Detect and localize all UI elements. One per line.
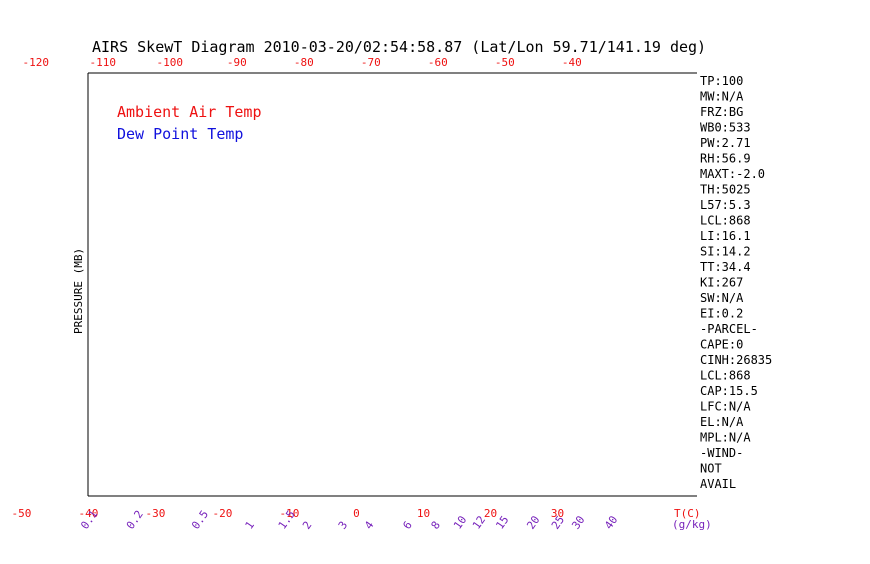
index-item: AVAIL [700,477,736,491]
bottom-temp-tick-label: 10 [417,507,430,520]
y-axis-label: PRESSURE (MB) [72,248,85,334]
chart-title: AIRS SkewT Diagram 2010-03-20/02:54:58.8… [92,38,706,56]
index-item: MPL:N/A [700,431,751,445]
bottom-temp-tick-label: 20 [484,507,497,520]
index-item: EI:0.2 [700,307,743,321]
top-temp-tick-label: -120 [23,56,50,69]
mixing-ratio-tick-label: 20 [524,513,542,531]
index-item: MAXT:-2.0 [700,167,765,181]
index-item: SI:14.2 [700,245,751,259]
index-item: TH:5025 [700,183,751,197]
index-item: LCL:868 [700,214,751,228]
mixing-ratio-tick-label: 0.5 [189,508,211,532]
top-temp-tick-label: -100 [157,56,184,69]
mixing-ratio-tick-label: 40 [602,513,620,531]
top-temp-tick-label: -40 [562,56,582,69]
bottom-temp-tick-label: -30 [146,507,166,520]
index-item: TT:34.4 [700,260,751,274]
index-item: -PARCEL- [700,322,758,336]
mixing-ratio-tick-label: 12 [470,513,488,531]
x-axis-unit-label: T(C) [674,507,701,520]
mixing-ratio-tick-label: 30 [569,513,587,531]
index-item: KI:267 [700,276,743,290]
index-item: RH:56.9 [700,152,751,166]
plot-frame [87,72,697,497]
mixing-ratio-tick-label: 25 [549,513,567,531]
index-item: CAP:15.5 [700,384,758,398]
axis-labels: 1002003004005006007008009001000-120-110-… [12,56,621,532]
mixing-ratio-tick-label: 2 [300,519,314,532]
top-temp-tick-label: -110 [90,56,117,69]
index-item: TP:100 [700,74,743,88]
bottom-temp-tick-label: -40 [79,507,99,520]
bottom-temp-tick-label: 30 [551,507,564,520]
index-item: MW:N/A [700,90,744,104]
bottom-temp-tick-label: -10 [280,507,300,520]
mixing-ratio-tick-label: 6 [400,519,414,532]
index-item: CAPE:0 [700,338,743,352]
index-item: LFC:N/A [700,400,751,414]
mixing-ratio-tick-label: 15 [493,513,511,531]
top-temp-tick-label: -50 [495,56,515,69]
top-temp-tick-label: -70 [361,56,381,69]
index-item: NOT [700,462,722,476]
mixing-ratio-tick-label: 8 [429,519,443,532]
index-item: EL:N/A [700,415,744,429]
top-temp-tick-label: -90 [227,56,247,69]
bottom-temp-tick-label: 0 [353,507,360,520]
mixing-ratio-tick-label: 0.2 [124,508,146,532]
index-item: -WIND- [700,446,743,460]
index-item: L57:5.3 [700,198,751,212]
legend-ambient-label: Ambient Air Temp [117,103,262,121]
index-item: CINH:26835 [700,353,772,367]
bottom-temp-tick-label: -20 [213,507,233,520]
index-item: LI:16.1 [700,229,751,243]
bottom-temp-tick-label: -50 [12,507,32,520]
mixing-ratio-tick-label: 3 [336,519,350,532]
mixing-ratio-unit-label: (g/kg) [672,518,712,531]
mixing-ratio-tick-label: 4 [362,519,377,532]
index-item: PW:2.71 [700,136,751,150]
legend-dewpoint-label: Dew Point Temp [117,125,243,143]
top-temp-tick-label: -60 [428,56,448,69]
index-item: SW:N/A [700,291,744,305]
index-item: WB0:533 [700,121,751,135]
index-item: FRZ:BG [700,105,743,119]
stability-indices: TP:100MW:N/AFRZ:BGWB0:533PW:2.71RH:56.9M… [700,74,772,491]
mixing-ratio-tick-label: 10 [451,513,469,531]
index-item: LCL:868 [700,369,751,383]
top-temp-tick-label: -80 [294,56,314,69]
mixing-ratio-tick-label: 1 [243,519,257,532]
